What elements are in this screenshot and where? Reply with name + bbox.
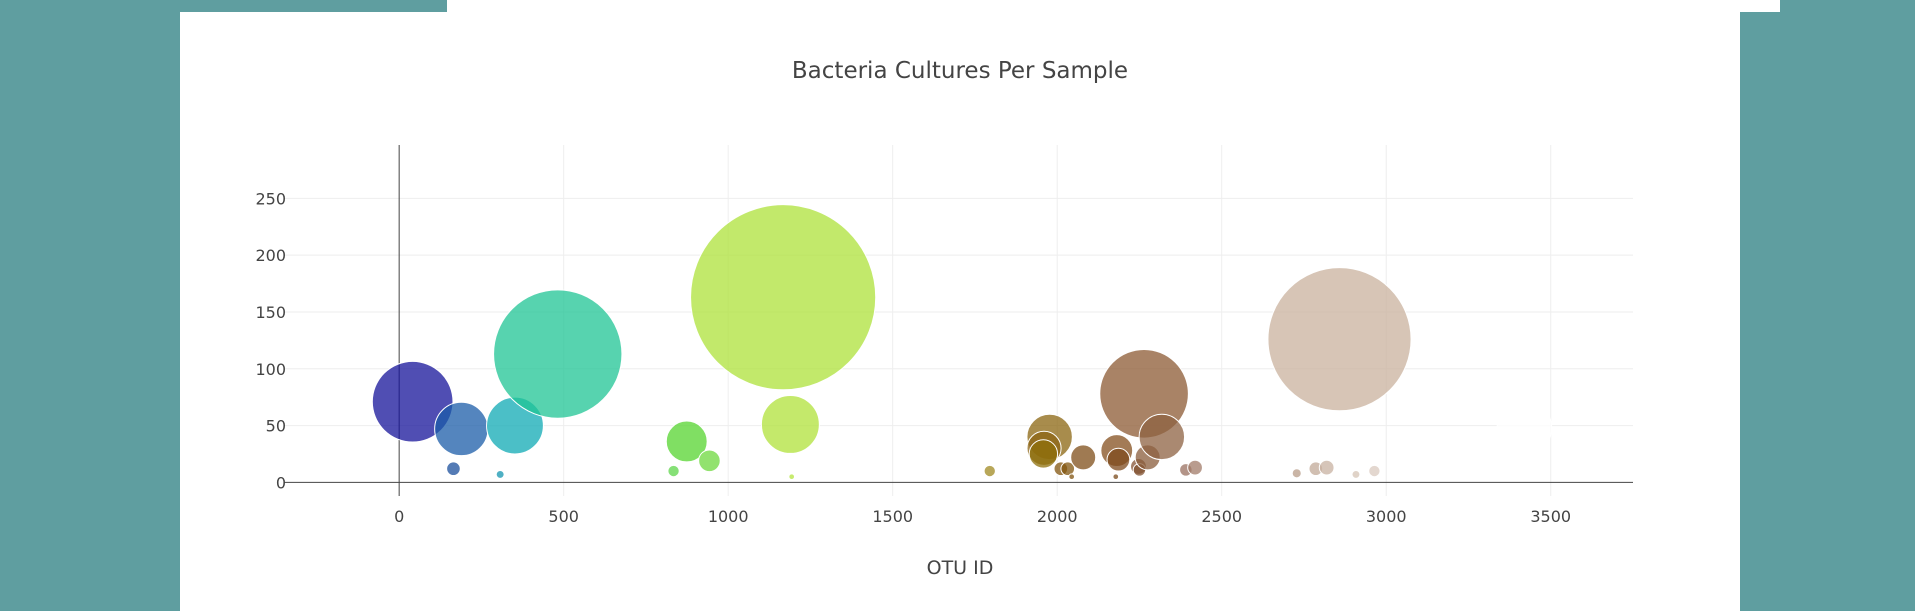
bubble-marker[interactable] <box>1368 464 1381 478</box>
bubble-marker[interactable] <box>1557 473 1565 481</box>
y-tick-label: 50 <box>266 417 286 436</box>
y-tick-label: 250 <box>255 189 286 208</box>
bubble-marker[interactable] <box>1138 413 1186 461</box>
y-tick-label: 150 <box>255 303 286 322</box>
bubble-marker[interactable] <box>667 464 680 478</box>
bubble-marker[interactable] <box>788 473 796 481</box>
bubble-marker[interactable] <box>698 449 721 473</box>
bubble-marker[interactable] <box>983 464 996 478</box>
bubble-marker[interactable] <box>665 420 708 463</box>
bubble-marker[interactable] <box>1187 459 1203 476</box>
chart-title: Bacteria Cultures Per Sample <box>792 58 1128 84</box>
bubble-marker[interactable] <box>1028 439 1059 469</box>
y-tick-label: 200 <box>255 246 286 265</box>
bubble-marker[interactable] <box>495 469 505 479</box>
tick-labels: 0 500 1000 1500 2000 2500 3000 3500 0 50 100 150 200… <box>255 189 1571 526</box>
bubble-marker[interactable] <box>493 289 623 419</box>
bubble-marker[interactable] <box>446 461 461 477</box>
x-tick-label: 500 <box>548 507 579 526</box>
bubble-marker[interactable] <box>690 204 877 391</box>
x-tick-label: 3500 <box>1530 507 1571 526</box>
x-tick-label: 1500 <box>872 507 913 526</box>
bubble-marker[interactable] <box>1267 267 1412 412</box>
y-tick-label: 0 <box>276 473 286 492</box>
x-axis-title: OTU ID <box>927 557 994 579</box>
bubble-marker[interactable] <box>760 394 820 454</box>
bubble-marker[interactable] <box>1351 469 1361 479</box>
bubble-marker[interactable] <box>434 401 489 457</box>
bubble-marker[interactable] <box>1068 473 1076 481</box>
x-tick-label: 1000 <box>708 507 749 526</box>
bubble-marker[interactable] <box>1060 461 1076 477</box>
bubble-marker[interactable] <box>1112 473 1120 481</box>
x-tick-label: 3000 <box>1366 507 1407 526</box>
chart-panel: Bacteria Cultures Per Sample 0 500 1000 150… <box>180 12 1740 611</box>
bubble-marker[interactable] <box>371 360 454 443</box>
bubble-marker[interactable] <box>1070 444 1097 471</box>
bubble-marker[interactable] <box>1318 459 1335 476</box>
axes <box>284 145 1633 496</box>
x-tick-label: 0 <box>394 507 404 526</box>
bubble-marker[interactable] <box>1106 447 1131 472</box>
top-strip <box>447 0 1780 12</box>
bubbles[interactable] <box>371 204 1565 481</box>
bubble-marker[interactable] <box>1496 400 1553 456</box>
x-tick-label: 2500 <box>1201 507 1242 526</box>
bubble-marker[interactable] <box>1291 468 1302 479</box>
bubble-chart: Bacteria Cultures Per Sample 0 500 1000 150… <box>255 58 1633 579</box>
y-tick-label: 100 <box>255 360 286 379</box>
x-tick-label: 2000 <box>1037 507 1078 526</box>
grid-lines <box>284 145 1633 496</box>
